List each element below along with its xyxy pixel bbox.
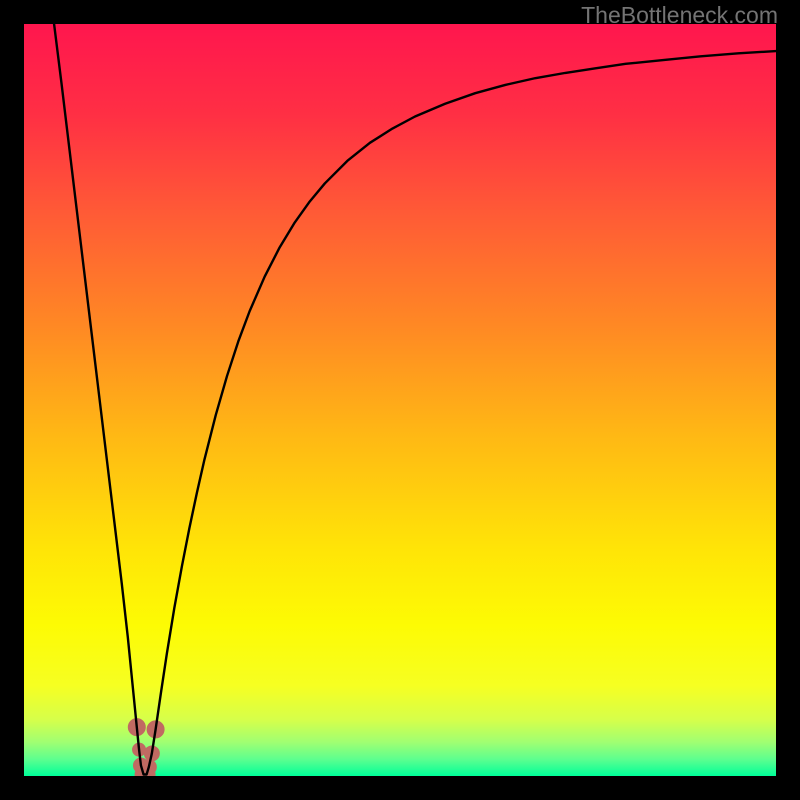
gradient-background (24, 24, 776, 776)
watermark-label: TheBottleneck.com (581, 2, 778, 29)
bottleneck-chart: TheBottleneck.com (0, 0, 800, 800)
chart-canvas (0, 0, 800, 800)
